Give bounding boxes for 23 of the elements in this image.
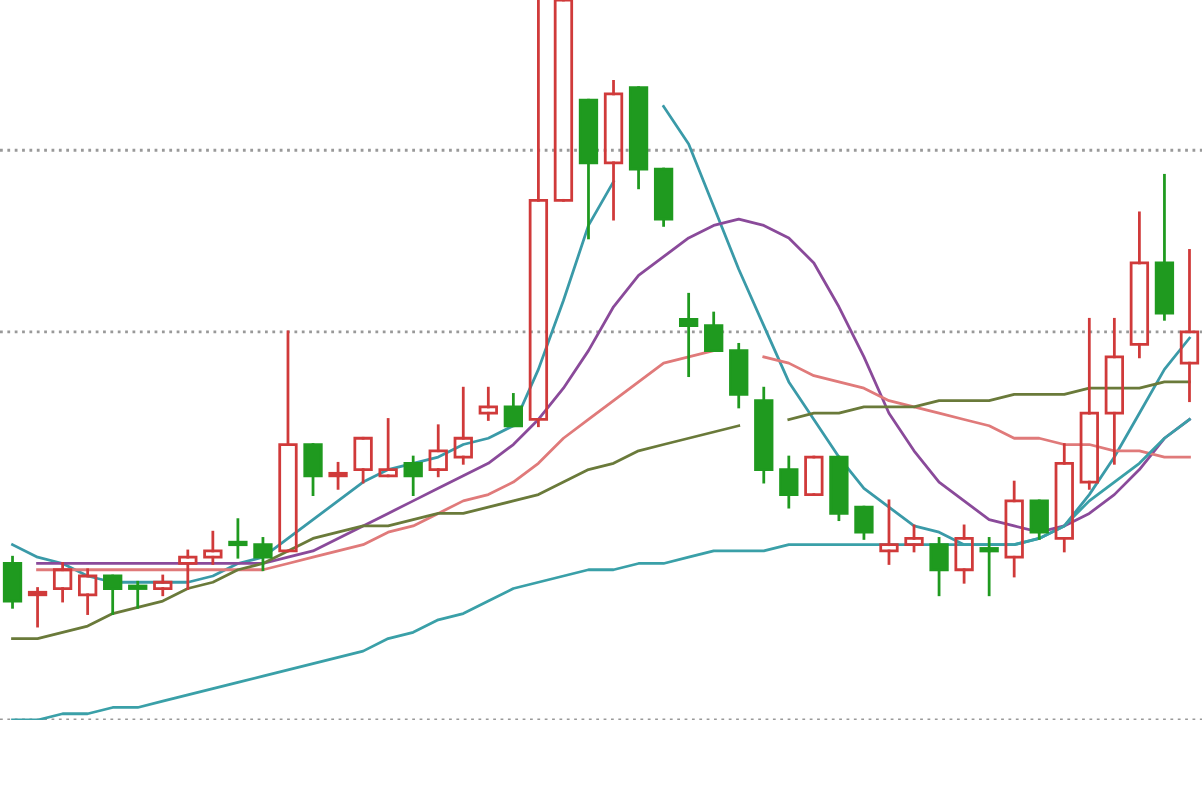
- candlestick: [779, 455, 799, 509]
- candlestick: [153, 574, 173, 597]
- candlestick: [1129, 211, 1150, 359]
- candlestick: [203, 530, 223, 565]
- candlestick: [1054, 443, 1074, 553]
- candlestick: [1104, 317, 1125, 465]
- candlestick: [603, 80, 624, 221]
- candlestick: [2, 555, 23, 609]
- candlestick: [478, 386, 498, 421]
- candlestick: [1154, 173, 1175, 321]
- candlestick: [678, 292, 699, 378]
- candlestick: [77, 568, 98, 615]
- candlestick: [1179, 249, 1200, 403]
- candlestick: [528, 0, 549, 428]
- candlestick: [754, 386, 774, 484]
- candlestick: [453, 386, 473, 465]
- candlestick: [403, 455, 423, 496]
- candlestick: [729, 342, 749, 409]
- candlestick: [1004, 480, 1024, 578]
- candlestick: [1079, 317, 1099, 490]
- candlestick: [52, 562, 73, 603]
- candlestick: [178, 549, 198, 590]
- candlestick: [428, 424, 448, 478]
